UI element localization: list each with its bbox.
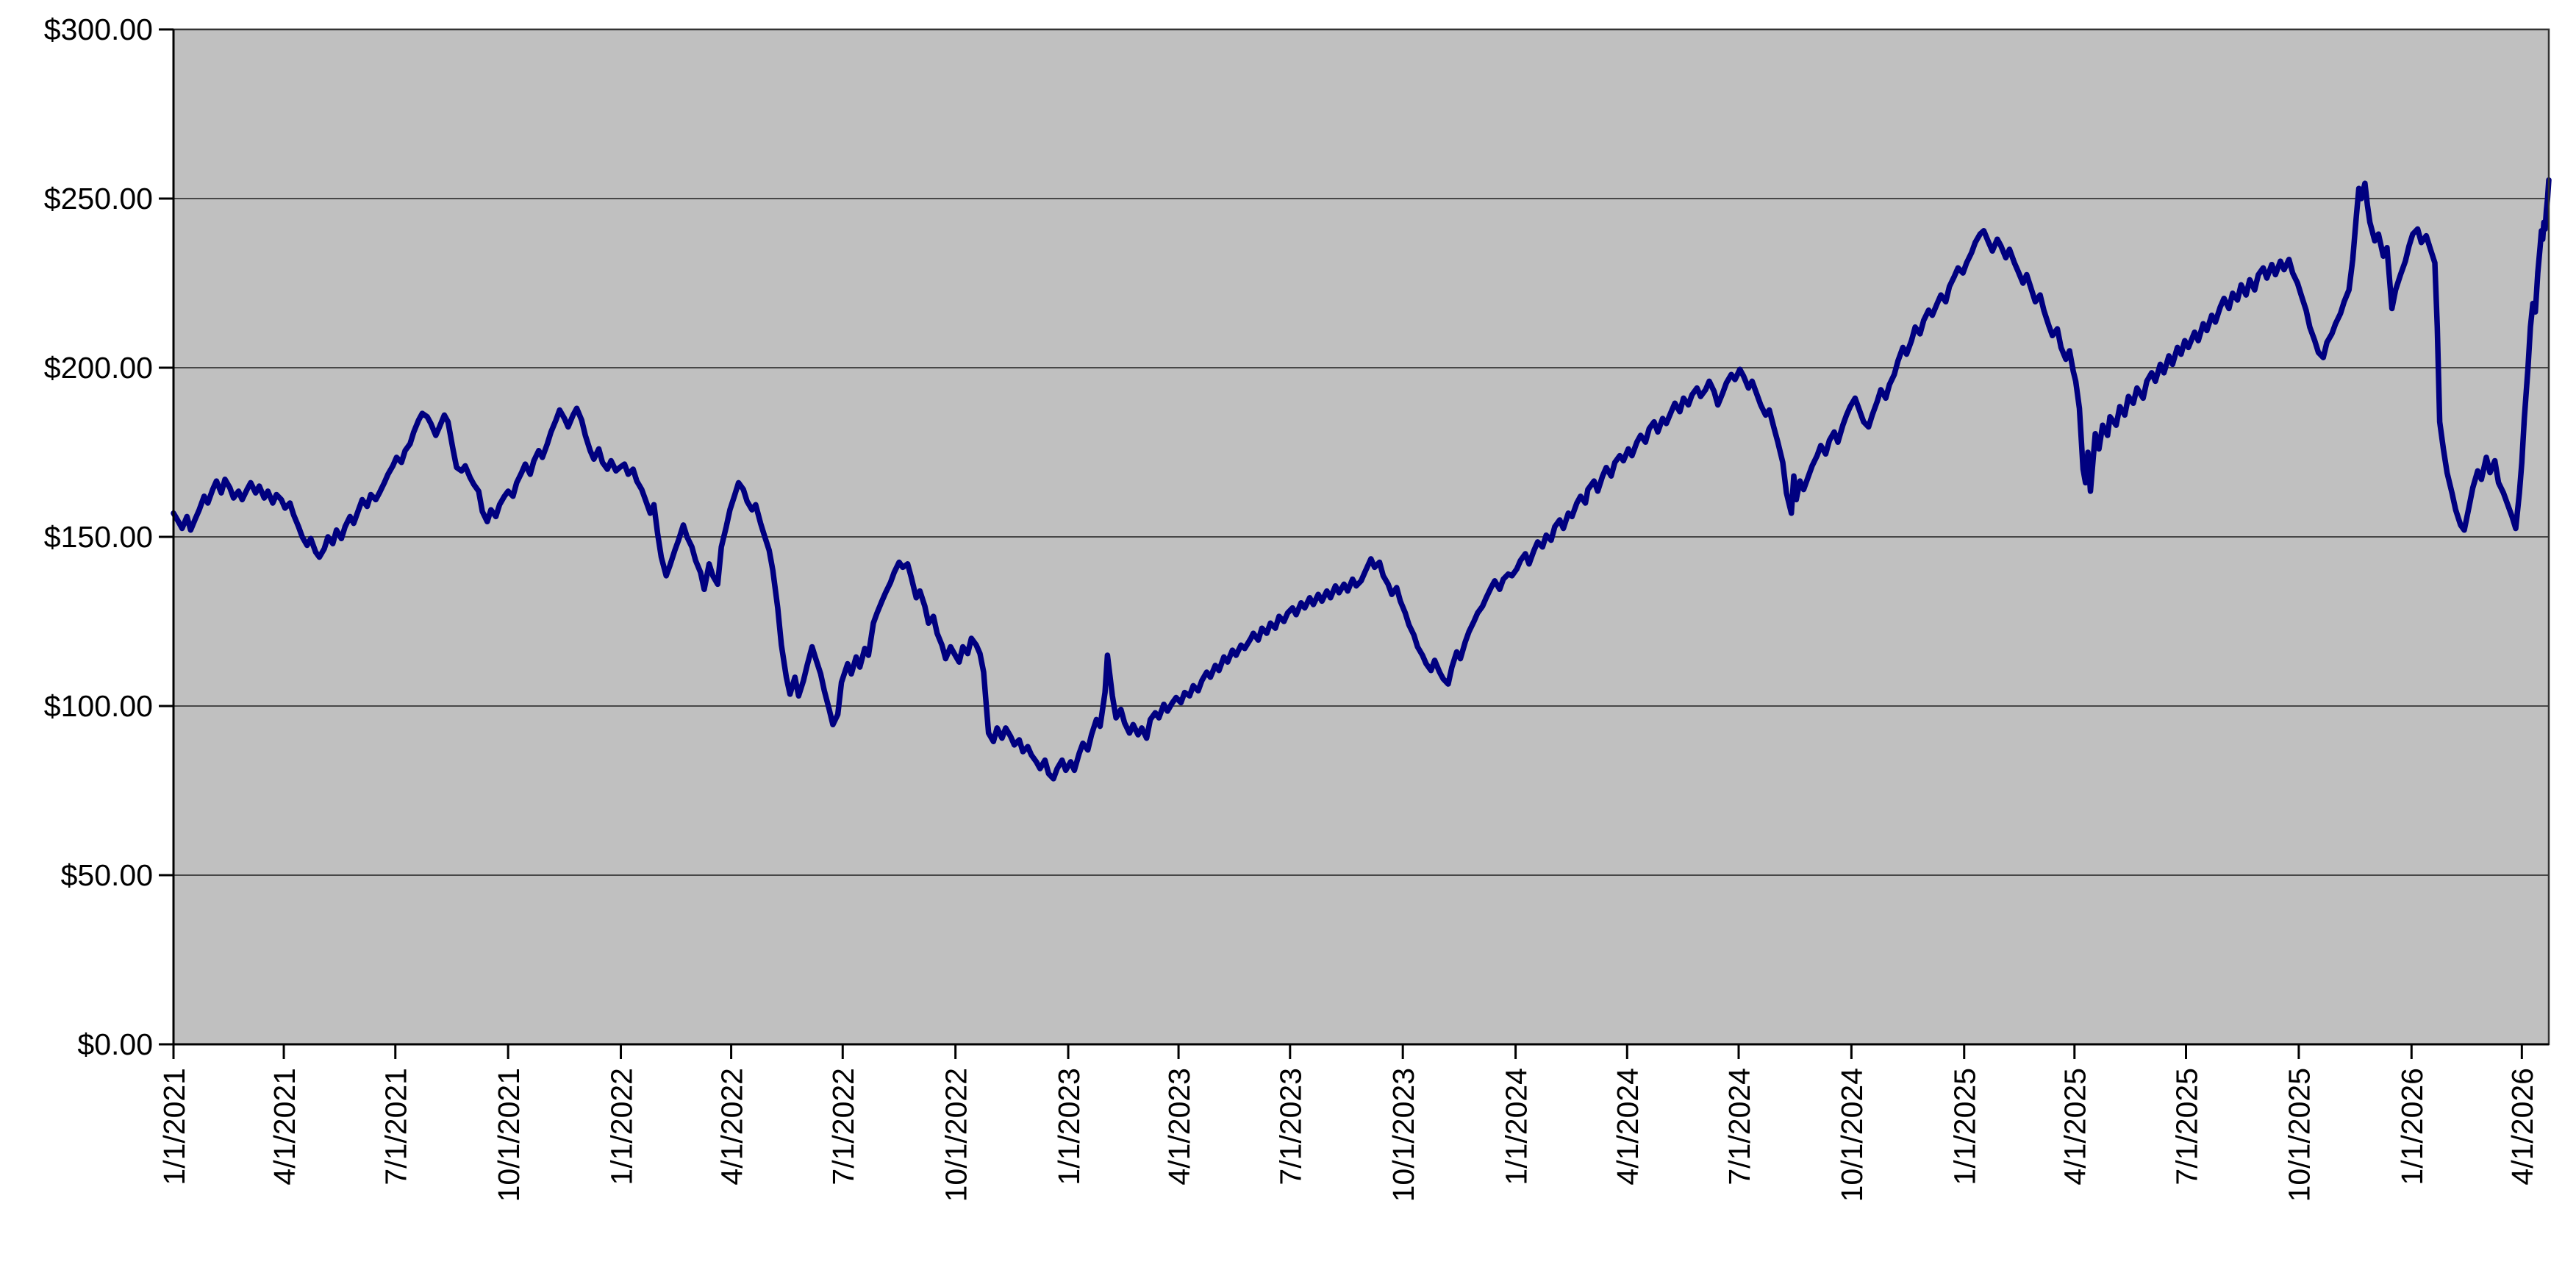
x-axis-label: 1/1/2025 <box>1948 1068 1982 1186</box>
x-axis-label: 7/1/2023 <box>1274 1068 1308 1186</box>
x-axis-label: 4/1/2024 <box>1611 1068 1645 1186</box>
y-axis-label: $300.00 <box>44 13 153 46</box>
y-axis-label: $150.00 <box>44 520 153 554</box>
x-axis-label: 7/1/2022 <box>826 1068 860 1186</box>
y-axis-label: $50.00 <box>61 858 153 892</box>
x-axis-label: 1/1/2026 <box>2395 1068 2429 1186</box>
x-axis-label: 1/1/2024 <box>1499 1068 1533 1186</box>
price-series-line <box>171 177 2552 782</box>
x-axis-label: 4/1/2026 <box>2505 1068 2539 1186</box>
x-axis-label: 10/1/2021 <box>492 1068 526 1202</box>
x-axis-label: 1/1/2021 <box>157 1068 191 1186</box>
x-axis-label: 7/1/2021 <box>379 1068 413 1186</box>
x-axis-label: 1/1/2022 <box>604 1068 638 1186</box>
x-axis-label: 4/1/2021 <box>268 1068 301 1186</box>
x-axis-label: 4/1/2023 <box>1162 1068 1196 1186</box>
y-axis-label: $200.00 <box>44 351 153 385</box>
y-axis-label: $250.00 <box>44 182 153 215</box>
x-axis-label: 4/1/2022 <box>715 1068 748 1186</box>
x-axis-label: 7/1/2025 <box>2169 1068 2203 1186</box>
x-axis-label: 10/1/2023 <box>1387 1068 1420 1202</box>
y-axis-label: $100.00 <box>44 689 153 723</box>
y-axis-label: $0.00 <box>77 1027 153 1061</box>
x-axis-label: 10/1/2024 <box>1835 1068 1869 1202</box>
x-axis-label: 1/1/2023 <box>1052 1068 1086 1186</box>
x-axis-label: 7/1/2024 <box>1722 1068 1756 1186</box>
x-axis-label: 10/1/2025 <box>2283 1068 2316 1202</box>
x-axis-label: 10/1/2022 <box>939 1068 973 1202</box>
x-axis-label: 4/1/2025 <box>2058 1068 2092 1186</box>
